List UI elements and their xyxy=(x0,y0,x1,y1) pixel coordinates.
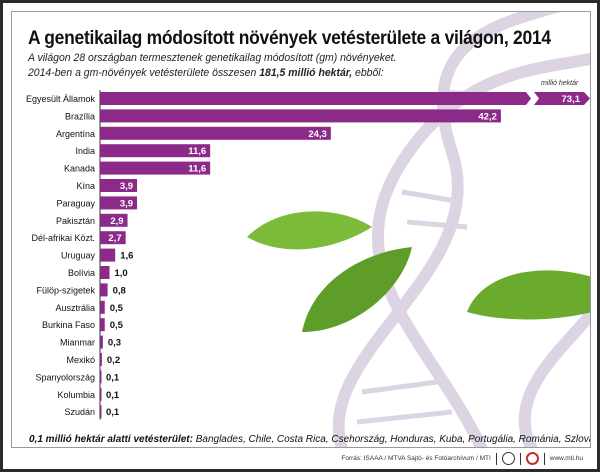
divider xyxy=(495,452,497,465)
value-label: 0,3 xyxy=(108,338,121,349)
value-label: 0,1 xyxy=(106,372,120,383)
footnote-bold: 0,1 millió hektár alatti vetésterület: xyxy=(29,434,193,445)
value-label: 0,5 xyxy=(110,320,124,331)
bar xyxy=(100,387,102,401)
bar xyxy=(100,248,116,262)
value-label: 42,2 xyxy=(478,111,497,122)
divider xyxy=(543,452,545,465)
mti-logo-icon xyxy=(525,452,539,465)
category-label: Brazília xyxy=(65,111,95,121)
subtitle-total: 181,5 millió hektár, xyxy=(259,67,353,79)
infographic-frame: A genetikailag módosított növények vetés… xyxy=(3,3,597,469)
category-label: Kanada xyxy=(64,164,95,174)
category-label: Uruguay xyxy=(61,251,96,261)
bar xyxy=(100,196,138,210)
bar-chart: Egyesült Államok 73,1 Brazília 42,2 Argentín… xyxy=(26,90,590,420)
category-label: Mianmar xyxy=(60,338,95,348)
bar xyxy=(100,300,105,314)
website-link[interactable]: www.mti.hu xyxy=(549,455,583,462)
bar xyxy=(100,92,531,105)
value-label: 11,6 xyxy=(188,164,206,175)
bar xyxy=(100,126,331,140)
value-label: 3,9 xyxy=(120,181,133,192)
value-label: 0,5 xyxy=(110,303,124,314)
dna-icon xyxy=(332,12,590,447)
value-label: 1,0 xyxy=(115,268,128,279)
unit-label: millió hektár xyxy=(540,80,580,87)
value-label: 11,6 xyxy=(188,146,206,157)
category-label: Egyesült Államok xyxy=(26,94,96,104)
category-label: India xyxy=(75,146,95,156)
source-text: Forrás: ISAAA / MTVA Sajtó- és Fotóarchí… xyxy=(341,455,491,462)
value-label: 2,7 xyxy=(108,233,121,244)
category-label: Paraguay xyxy=(56,198,95,208)
subtitle-text: ebből: xyxy=(352,67,384,79)
footnote-text: Banglades, Chile, Costa Rica, Csehország… xyxy=(192,434,591,445)
category-label: Szudán xyxy=(64,407,95,417)
value-label: 73,1 xyxy=(562,94,581,105)
dna-leaves-decoration xyxy=(247,12,590,447)
bar xyxy=(100,370,102,384)
leaf-icon xyxy=(247,211,372,250)
bar xyxy=(100,283,108,297)
bar xyxy=(100,144,211,158)
page-title: A genetikailag módosított növények vetés… xyxy=(28,28,551,49)
bar xyxy=(100,161,211,175)
value-label: 0,8 xyxy=(113,285,126,296)
category-label: Argentína xyxy=(56,129,95,139)
leaf-icon xyxy=(302,247,412,332)
bar xyxy=(100,405,102,419)
bar xyxy=(100,318,105,332)
bar xyxy=(100,353,102,366)
chart-panel: A genetikailag módosított növények vetés… xyxy=(11,11,591,448)
category-label: Burkina Faso xyxy=(42,320,95,330)
subtitle-text: 2014-ben a gm-növények vetésterülete öss… xyxy=(28,67,260,79)
bar-break-segment xyxy=(534,92,590,105)
bar xyxy=(100,335,103,349)
bar xyxy=(100,179,138,192)
footnote: 0,1 millió hektár alatti vetésterület: B… xyxy=(29,434,591,445)
category-label: Bolívia xyxy=(68,268,95,278)
value-label: 0,2 xyxy=(107,355,120,366)
mtva-logo-icon xyxy=(501,452,515,465)
category-label: Ausztrália xyxy=(55,303,95,313)
value-label: 0,1 xyxy=(106,407,120,418)
category-label: Spanyolország xyxy=(35,372,95,382)
value-label: 2,9 xyxy=(110,216,123,227)
subtitle-line1: A világon 28 országban termesztenek gene… xyxy=(28,52,397,64)
value-label: 3,9 xyxy=(120,198,133,209)
value-label: 1,6 xyxy=(120,251,133,262)
category-label: Dél-afrikai Közt. xyxy=(31,233,95,243)
footer: Forrás: ISAAA / MTVA Sajtó- és Fotóarchí… xyxy=(341,452,583,465)
value-label: 24,3 xyxy=(308,129,327,140)
bar xyxy=(100,213,128,227)
category-label: Kína xyxy=(76,181,95,191)
leaf-icon xyxy=(467,270,590,320)
bar xyxy=(100,231,126,245)
category-label: Mexikó xyxy=(66,355,95,365)
value-label: 0,1 xyxy=(106,390,120,401)
bar xyxy=(100,266,110,279)
category-label: Pakisztán xyxy=(56,216,95,226)
category-label: Kolumbia xyxy=(57,390,95,400)
divider xyxy=(519,452,521,465)
category-label: Fülöp-szigetek xyxy=(36,285,95,295)
subtitle-line2: 2014-ben a gm-növények vetésterülete öss… xyxy=(28,67,384,79)
bar xyxy=(100,109,501,123)
